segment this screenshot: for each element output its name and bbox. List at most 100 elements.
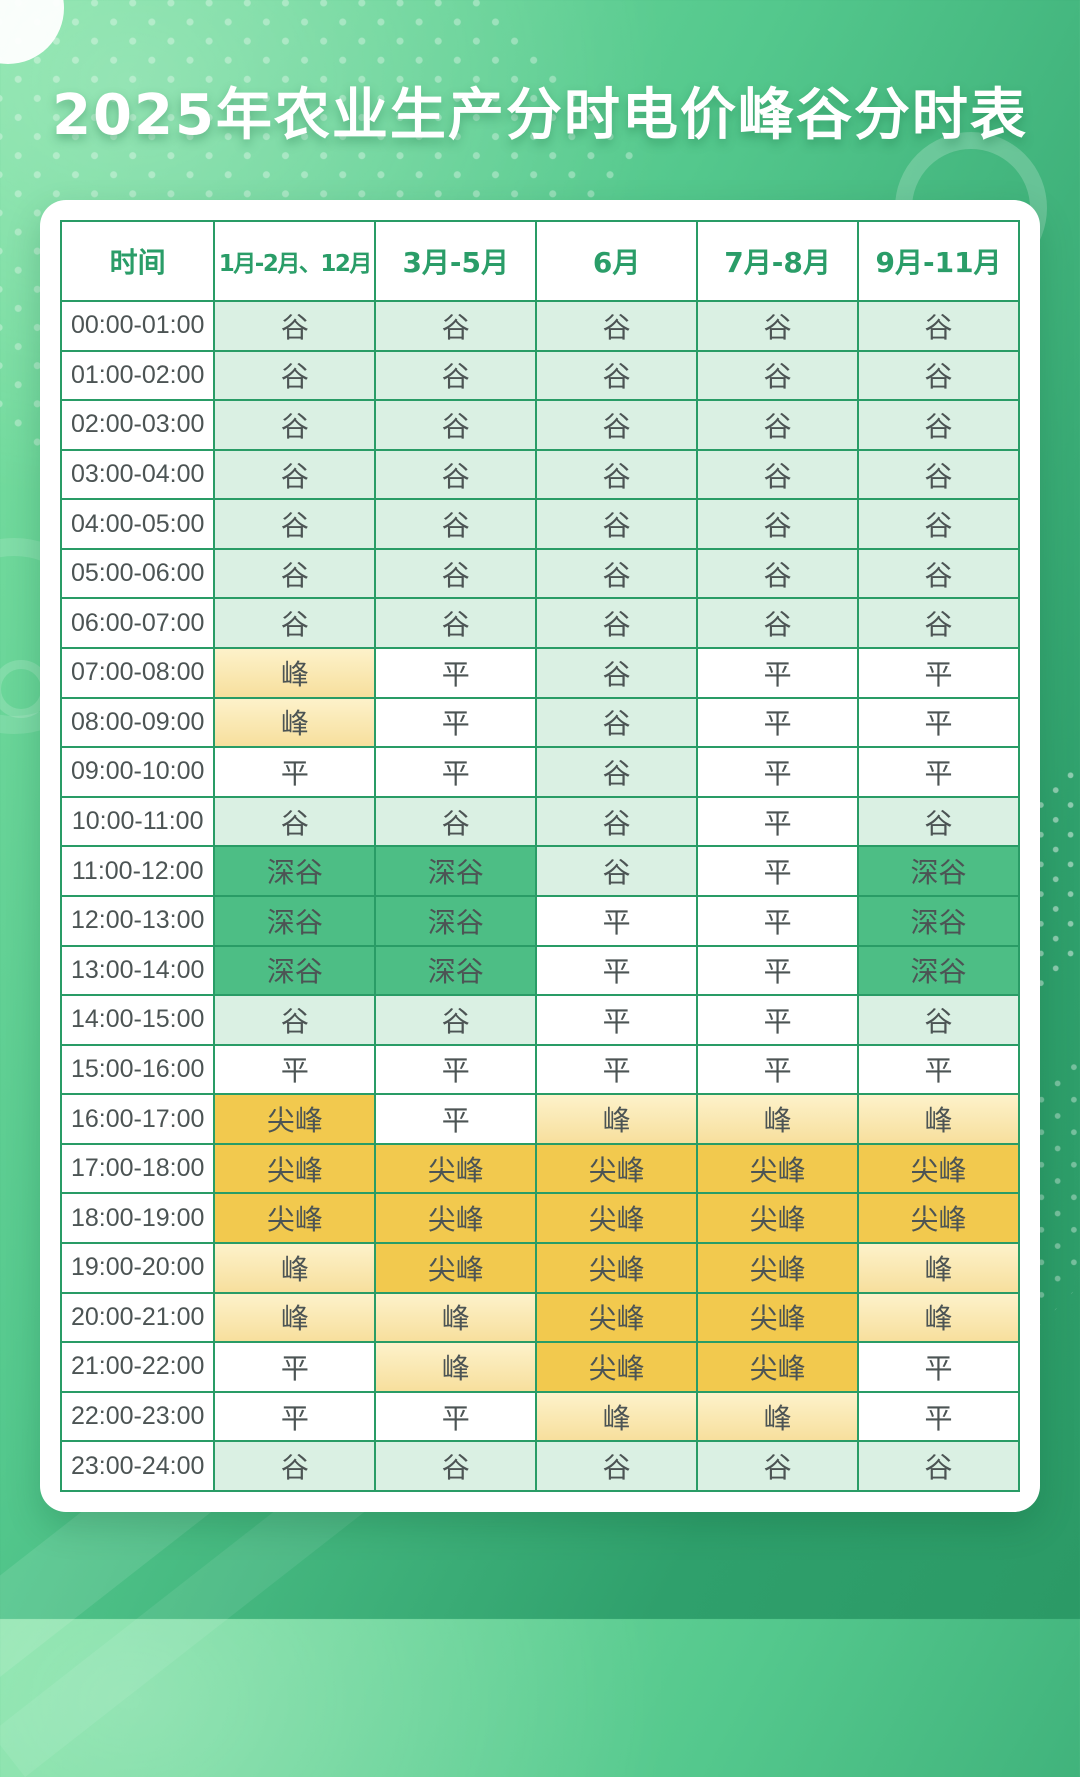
price-cell: 谷 xyxy=(857,448,1020,501)
price-cell: 谷 xyxy=(857,399,1020,451)
price-cell: 尖峰 xyxy=(696,1241,860,1294)
column-header-label: 6月 xyxy=(592,246,641,279)
month-column-header: 3月-5月 xyxy=(374,220,538,302)
price-cell: 谷 xyxy=(696,498,860,550)
price-cell: 谷 xyxy=(535,647,699,699)
price-cell: 谷 xyxy=(696,399,860,451)
price-cell: 深谷 xyxy=(857,845,1020,897)
time-cell: 20:00-21:00 xyxy=(59,1291,216,1344)
price-cell: 尖峰 xyxy=(535,1291,699,1344)
price-cell: 峰 xyxy=(696,1390,860,1443)
table-row: 15:00-16:00 平平平平平 xyxy=(59,1043,1020,1096)
price-cell: 尖峰 xyxy=(696,1192,860,1244)
price-cell: 平 xyxy=(857,647,1020,699)
time-cell: 15:00-16:00 xyxy=(59,1043,216,1096)
price-cell: 谷 xyxy=(535,399,699,451)
table-row: 11:00-12:00 深谷 深谷谷平深谷 xyxy=(59,845,1020,897)
price-cell: 谷 xyxy=(535,597,699,650)
price-cell: 峰 xyxy=(696,1093,860,1145)
column-header-label: 1月-2月、12月 xyxy=(218,251,373,277)
time-cell: 18:00-19:00 xyxy=(59,1192,216,1244)
price-cell: 尖峰 xyxy=(857,1192,1020,1244)
table-row: 16:00-17:00 尖峰平峰峰峰 xyxy=(59,1093,1020,1145)
table-row: 08:00-09:00 峰平谷平平 xyxy=(59,696,1020,749)
price-cell: 平 xyxy=(696,746,860,798)
price-cell: 尖峰 xyxy=(696,1341,860,1393)
time-cell: 00:00-01:00 xyxy=(59,300,216,352)
table-row: 22:00-23:00 平平峰峰平 xyxy=(59,1390,1020,1443)
price-cell: 谷 xyxy=(535,1440,699,1492)
month-column-header: 9月-11月 xyxy=(857,220,1020,302)
table-row: 02:00-03:00 谷谷谷谷谷 xyxy=(59,399,1020,451)
table-row: 18:00-19:00 尖峰 尖峰 尖峰 尖峰 尖峰 xyxy=(59,1192,1020,1244)
price-cell: 谷 xyxy=(374,498,538,550)
price-cell: 尖峰 xyxy=(213,1142,377,1195)
corner-blob-decor xyxy=(0,0,64,64)
price-cell: 平 xyxy=(213,1390,377,1443)
time-cell: 17:00-18:00 xyxy=(59,1142,216,1195)
price-cell: 平 xyxy=(374,1093,538,1145)
price-cell: 谷 xyxy=(374,300,538,352)
price-cell: 深谷 xyxy=(374,894,538,947)
price-cell: 谷 xyxy=(374,597,538,650)
price-cell: 尖峰 xyxy=(374,1142,538,1195)
price-cell: 谷 xyxy=(696,349,860,402)
table-row: 13:00-14:00 深谷 深谷平平深谷 xyxy=(59,944,1020,997)
price-cell: 平 xyxy=(857,746,1020,798)
column-header-label: 时间 xyxy=(109,246,166,279)
time-cell: 12:00-13:00 xyxy=(59,894,216,947)
table-row: 14:00-15:00 谷谷平平谷 xyxy=(59,994,1020,1046)
price-cell: 深谷 xyxy=(213,944,377,997)
time-cell: 14:00-15:00 xyxy=(59,994,216,1046)
price-cell: 谷 xyxy=(857,349,1020,402)
price-cell: 谷 xyxy=(857,300,1020,352)
price-cell: 峰 xyxy=(213,1241,377,1294)
price-cell: 平 xyxy=(857,1390,1020,1443)
price-cell: 峰 xyxy=(857,1241,1020,1294)
time-cell: 10:00-11:00 xyxy=(59,795,216,848)
time-cell: 07:00-08:00 xyxy=(59,647,216,699)
time-cell: 21:00-22:00 xyxy=(59,1341,216,1393)
time-cell: 05:00-06:00 xyxy=(59,547,216,600)
price-cell: 平 xyxy=(696,795,860,848)
time-cell: 23:00-24:00 xyxy=(59,1440,216,1492)
table-row: 00:00-01:00 谷谷谷谷谷 xyxy=(59,300,1020,352)
price-table: 时间 1月-2月、12月 3月-5月 6月 7月-8月 9月-11月 00:00-01:0… xyxy=(59,220,1020,1492)
table-row: 07:00-08:00 峰平谷平平 xyxy=(59,647,1020,699)
time-column-header: 时间 xyxy=(59,220,216,302)
month-column-header: 7月-8月 xyxy=(696,220,860,302)
price-cell: 平 xyxy=(374,1390,538,1443)
table-row: 05:00-06:00 谷谷谷谷谷 xyxy=(59,547,1020,600)
price-cell: 尖峰 xyxy=(696,1291,860,1344)
price-cell: 平 xyxy=(696,696,860,749)
column-header-label: 9月-11月 xyxy=(875,246,1002,279)
table-row: 12:00-13:00 深谷 深谷平平深谷 xyxy=(59,894,1020,947)
table-row: 17:00-18:00 尖峰 尖峰 尖峰 尖峰 尖峰 xyxy=(59,1142,1020,1195)
time-cell: 02:00-03:00 xyxy=(59,399,216,451)
price-cell: 峰 xyxy=(213,696,377,749)
price-cell: 谷 xyxy=(374,349,538,402)
table-row: 21:00-22:00 平峰尖峰 尖峰平 xyxy=(59,1341,1020,1393)
table-row: 19:00-20:00 峰尖峰 尖峰 尖峰峰 xyxy=(59,1241,1020,1294)
price-cell: 平 xyxy=(535,894,699,947)
price-cell: 尖峰 xyxy=(374,1192,538,1244)
time-cell: 09:00-10:00 xyxy=(59,746,216,798)
time-cell: 03:00-04:00 xyxy=(59,448,216,501)
price-cell: 峰 xyxy=(374,1291,538,1344)
column-header-label: 7月-8月 xyxy=(724,246,831,279)
price-cell: 谷 xyxy=(857,498,1020,550)
price-cell: 平 xyxy=(857,696,1020,749)
price-cell: 平 xyxy=(213,1341,377,1393)
price-cell: 谷 xyxy=(696,1440,860,1492)
price-cell: 尖峰 xyxy=(696,1142,860,1195)
price-cell: 谷 xyxy=(213,498,377,550)
table-row: 09:00-10:00 平平谷平平 xyxy=(59,746,1020,798)
time-cell: 11:00-12:00 xyxy=(59,845,216,897)
price-cell: 平 xyxy=(535,994,699,1046)
time-cell: 06:00-07:00 xyxy=(59,597,216,650)
price-cell: 平 xyxy=(535,944,699,997)
price-cell: 谷 xyxy=(857,547,1020,600)
price-cell: 深谷 xyxy=(213,845,377,897)
price-cell: 谷 xyxy=(374,795,538,848)
price-cell: 尖峰 xyxy=(374,1241,538,1294)
